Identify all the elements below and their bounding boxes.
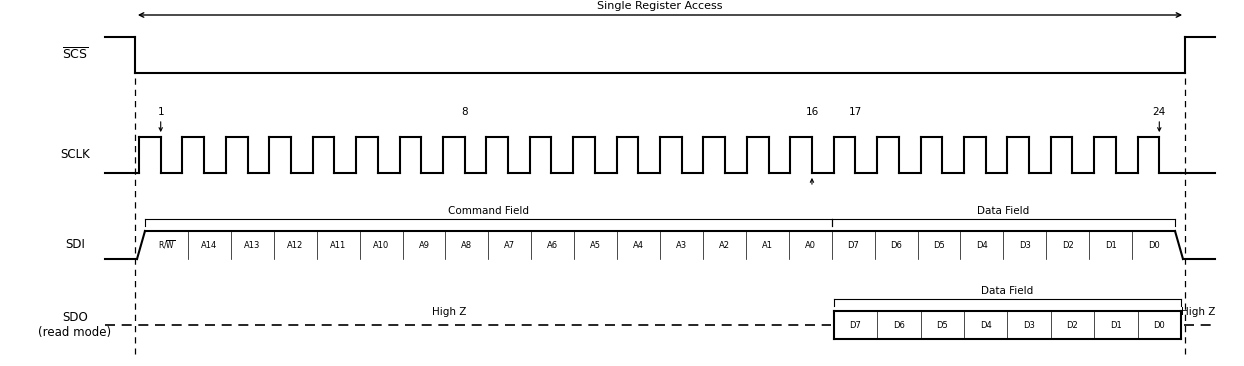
Text: D4: D4 (980, 321, 991, 329)
Text: A3: A3 (675, 240, 687, 250)
Text: D1: D1 (1110, 321, 1122, 329)
Text: A1: A1 (761, 240, 773, 250)
Text: D6: D6 (891, 240, 902, 250)
Text: D1: D1 (1105, 240, 1117, 250)
Text: A6: A6 (547, 240, 559, 250)
Text: D5: D5 (933, 240, 945, 250)
Text: SDO
(read mode): SDO (read mode) (39, 311, 112, 339)
Text: A5: A5 (590, 240, 601, 250)
Text: $\overline{\mathrm{SCS}}$: $\overline{\mathrm{SCS}}$ (62, 47, 88, 63)
Text: A10: A10 (373, 240, 389, 250)
Text: D2: D2 (1066, 321, 1079, 329)
Text: A2: A2 (719, 240, 730, 250)
Text: A8: A8 (462, 240, 473, 250)
Text: High Z: High Z (1181, 307, 1215, 317)
Text: 1: 1 (158, 107, 164, 117)
Text: R/$\overline{\rm W}$: R/$\overline{\rm W}$ (158, 239, 175, 251)
Text: A12: A12 (287, 240, 304, 250)
Text: D0: D0 (1153, 321, 1166, 329)
Text: A9: A9 (418, 240, 429, 250)
Text: Command Field: Command Field (448, 206, 529, 216)
Text: D4: D4 (977, 240, 988, 250)
Text: SCLK: SCLK (60, 149, 90, 161)
Text: D0: D0 (1148, 240, 1159, 250)
Text: D7: D7 (850, 321, 861, 329)
Text: D3: D3 (1023, 321, 1035, 329)
Text: Data Field: Data Field (982, 286, 1034, 296)
Text: 16: 16 (805, 107, 819, 117)
Text: 17: 17 (848, 107, 862, 117)
Text: 8: 8 (462, 107, 468, 117)
Text: 24: 24 (1153, 107, 1166, 117)
Text: A14: A14 (202, 240, 218, 250)
Text: High Z: High Z (432, 307, 466, 317)
Text: Single Register Access: Single Register Access (597, 1, 723, 11)
Text: D3: D3 (1019, 240, 1031, 250)
Text: D6: D6 (893, 321, 904, 329)
Text: D5: D5 (937, 321, 948, 329)
Text: A0: A0 (805, 240, 816, 250)
Text: A7: A7 (504, 240, 515, 250)
Text: D7: D7 (847, 240, 860, 250)
Text: Data Field: Data Field (978, 206, 1030, 216)
Text: A4: A4 (633, 240, 644, 250)
Text: A11: A11 (330, 240, 346, 250)
Text: SDI: SDI (65, 239, 85, 251)
Text: A13: A13 (244, 240, 260, 250)
Text: D2: D2 (1062, 240, 1074, 250)
